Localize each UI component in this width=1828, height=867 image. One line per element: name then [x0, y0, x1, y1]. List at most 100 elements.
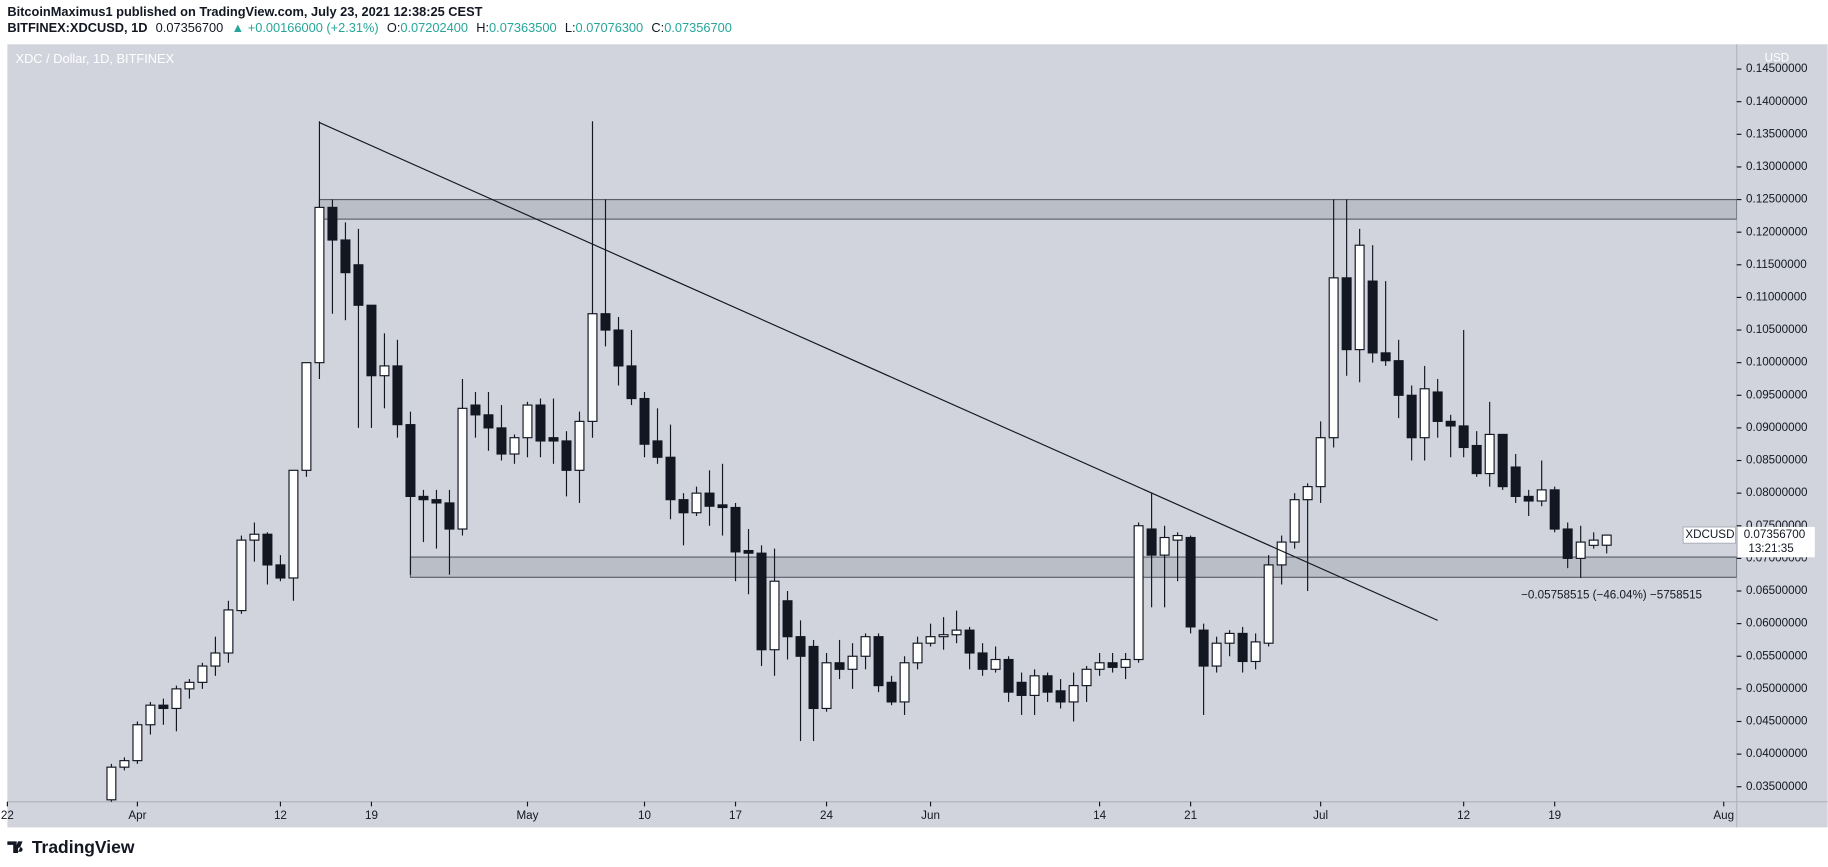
candle-up — [899, 662, 910, 703]
o-label: O: — [387, 21, 401, 36]
candle-down — [327, 206, 338, 241]
candle-down — [1445, 420, 1456, 427]
x-tick-label: 17 — [729, 809, 742, 822]
candle-up — [1315, 437, 1326, 488]
candle-down — [262, 533, 273, 566]
candle-up — [210, 652, 221, 667]
candle-up — [119, 760, 130, 768]
candle-up — [1081, 668, 1092, 687]
x-tick-label: Jul — [1313, 809, 1328, 822]
candle-up — [1224, 632, 1235, 644]
candle-up — [1601, 534, 1612, 546]
candle-down — [1380, 352, 1391, 362]
y-tick-label: 0.11000000 — [1746, 290, 1807, 303]
y-tick-label: 0.09000000 — [1746, 421, 1808, 434]
y-tick-label: 0.14000000 — [1746, 95, 1808, 108]
candle-up — [132, 724, 143, 762]
candle-down — [405, 424, 416, 497]
candle-up — [1302, 486, 1313, 501]
candle-up — [860, 636, 871, 657]
candle-down — [353, 264, 364, 306]
candle-down — [1107, 662, 1118, 668]
c-label: C: — [651, 21, 664, 36]
candle-down — [392, 365, 403, 426]
y-tick-label: 0.05000000 — [1746, 682, 1808, 695]
candle-up — [925, 636, 936, 644]
candle-up — [1263, 564, 1274, 644]
candle-down — [1367, 280, 1378, 354]
y-tick-label: 0.11500000 — [1746, 258, 1807, 271]
candle-up — [1419, 388, 1430, 439]
candle-up — [1289, 499, 1300, 543]
candle-up — [301, 362, 312, 471]
zone — [318, 198, 1737, 220]
candle-up — [990, 658, 1001, 670]
candle-up — [1276, 541, 1287, 566]
zone — [409, 556, 1737, 578]
candle-up — [379, 365, 390, 377]
candle-down — [1003, 658, 1014, 693]
candle-up — [1484, 433, 1495, 475]
candle-up — [236, 539, 247, 612]
price-tag-label: 0.07356700 — [1744, 528, 1806, 541]
x-tick-label: Aug — [1713, 809, 1734, 822]
y-tick-label: 0.06000000 — [1746, 617, 1808, 630]
candle-down — [626, 365, 637, 400]
candle-down — [1198, 629, 1209, 667]
candle-down — [535, 404, 546, 442]
x-tick-label: 14 — [1093, 809, 1106, 822]
candle-down — [1237, 632, 1248, 663]
candle-down — [1497, 433, 1508, 488]
y-tick-label: 0.06500000 — [1746, 584, 1808, 597]
o: 0.07202400 — [400, 21, 468, 36]
candle-down — [444, 502, 455, 530]
candle-down — [600, 313, 611, 331]
candle-down — [834, 662, 845, 670]
candle-down — [1406, 394, 1417, 439]
symbol-tag — [1682, 526, 1737, 544]
l-label: L: — [565, 21, 576, 36]
candle-up — [457, 407, 468, 530]
y-tick-label: 0.10500000 — [1746, 323, 1808, 336]
candle-up — [184, 681, 195, 690]
candle-up — [1575, 541, 1586, 559]
candle-down — [743, 549, 754, 554]
last: 0.07356700 — [156, 21, 224, 36]
candle-down — [782, 600, 793, 638]
symbol: BITFINEX:XDCUSD, 1D — [7, 21, 147, 36]
candle-down — [1185, 536, 1196, 628]
candle-down — [1510, 466, 1521, 497]
y-tick-label: 0.05500000 — [1746, 649, 1808, 662]
candle-down — [808, 645, 819, 710]
candle-down — [964, 629, 975, 654]
candle-up — [1536, 489, 1547, 502]
x-tick-label: 19 — [365, 809, 378, 822]
candle-down — [613, 329, 624, 367]
candle-up — [1172, 534, 1183, 541]
candle-up — [1068, 685, 1079, 703]
candle-up — [1159, 536, 1170, 556]
candle-down — [1549, 489, 1560, 530]
candle-up — [288, 469, 299, 579]
candle-up — [1354, 244, 1365, 351]
plot — [106, 121, 1737, 802]
candle-up — [522, 404, 533, 439]
chart-title: XDC / Dollar, 1D, BITFINEX — [16, 51, 175, 66]
candle-down — [756, 552, 767, 651]
candle-down — [1016, 681, 1027, 696]
h: 0.07363500 — [489, 21, 557, 36]
h-label: H: — [476, 21, 489, 36]
candle-down — [275, 564, 286, 579]
candle-up — [314, 206, 325, 364]
candle-up — [106, 766, 117, 801]
candle-up — [1328, 277, 1339, 439]
candle-down — [1393, 360, 1404, 396]
y-tick-label: 0.12000000 — [1746, 225, 1808, 238]
candle-down — [1562, 528, 1573, 559]
candle-down — [1055, 690, 1066, 703]
candle-up — [574, 420, 585, 471]
footer-brand: TradingView — [32, 837, 135, 857]
chart-background — [7, 44, 1828, 828]
measure-label: −0.05758515 (−46.04%) −5758515 — [1521, 589, 1702, 602]
candle-up — [1250, 641, 1261, 663]
